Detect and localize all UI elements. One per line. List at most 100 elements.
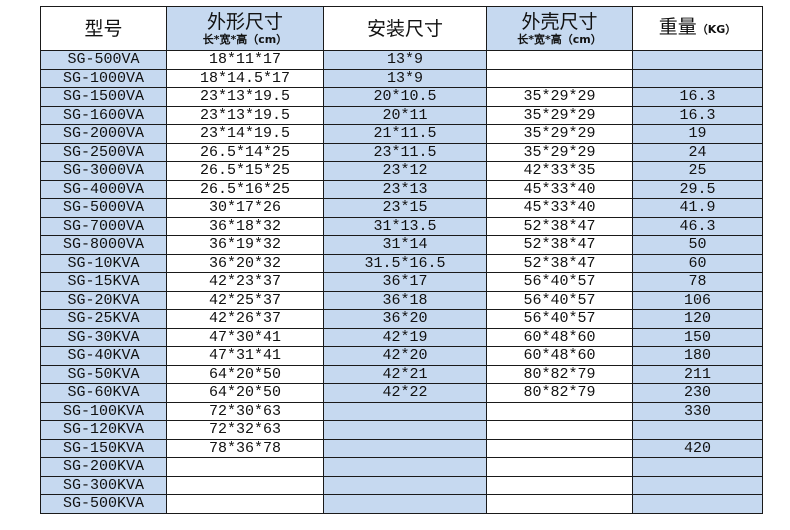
model-cell: SG-60KVA	[40, 383, 167, 403]
table-row: SG-3000VA 26.5*15*25 23*12 42*33*35 25	[40, 161, 763, 181]
install-size-cell	[323, 420, 487, 440]
outer-size-cell: 42*23*37	[166, 272, 324, 292]
model-cell: SG-50KVA	[40, 364, 167, 384]
weight-cell: 29.5	[632, 179, 763, 199]
header-model: 型号	[40, 6, 167, 51]
weight-cell	[632, 457, 763, 477]
outer-size-cell: 72*32*63	[166, 420, 324, 440]
case-size-cell: 45*33*40	[486, 179, 633, 199]
case-size-cell: 52*38*47	[486, 253, 633, 273]
install-size-cell	[323, 438, 487, 458]
outer-size-cell: 78*36*78	[166, 438, 324, 458]
model-cell: SG-500VA	[40, 50, 167, 70]
model-cell: SG-8000VA	[40, 235, 167, 255]
header-row: 型号 外形尺寸 长*宽*高（cm） 安装尺寸 外壳尺寸 长*宽*高（cm） 重量（K…	[40, 6, 763, 51]
case-size-cell	[486, 401, 633, 421]
weight-cell	[632, 475, 763, 495]
weight-cell: 150	[632, 327, 763, 347]
model-cell: SG-100KVA	[40, 401, 167, 421]
weight-cell	[632, 50, 763, 70]
table-row: SG-200KVA	[40, 457, 763, 477]
table-row: SG-40KVA 47*31*41 42*20 60*48*60 180	[40, 346, 763, 366]
install-size-cell: 42*22	[323, 383, 487, 403]
case-size-cell: 80*82*79	[486, 383, 633, 403]
outer-size-cell: 42*26*37	[166, 309, 324, 329]
header-case-size-sub: 长*宽*高（cm）	[517, 33, 602, 46]
outer-size-cell: 30*17*26	[166, 198, 324, 218]
install-size-cell	[323, 401, 487, 421]
model-cell: SG-40KVA	[40, 346, 167, 366]
model-cell: SG-150KVA	[40, 438, 167, 458]
header-case-size: 外壳尺寸 长*宽*高（cm）	[486, 6, 633, 51]
weight-cell: 16.3	[632, 87, 763, 107]
install-size-cell: 13*9	[323, 68, 487, 88]
install-size-cell: 31*14	[323, 235, 487, 255]
install-size-cell: 20*11	[323, 105, 487, 125]
weight-cell: 78	[632, 272, 763, 292]
table-row: SG-1600VA 23*13*19.5 20*11 35*29*29 16.3	[40, 105, 763, 125]
weight-cell: 330	[632, 401, 763, 421]
install-size-cell: 36*17	[323, 272, 487, 292]
install-size-cell: 31*13.5	[323, 216, 487, 236]
case-size-cell: 45*33*40	[486, 198, 633, 218]
outer-size-cell: 42*25*37	[166, 290, 324, 310]
table-row: SG-7000VA 36*18*32 31*13.5 52*38*47 46.3	[40, 216, 763, 236]
weight-cell: 211	[632, 364, 763, 384]
install-size-cell: 23*15	[323, 198, 487, 218]
table-row: SG-2000VA 23*14*19.5 21*11.5 35*29*29 19	[40, 124, 763, 144]
table-row: SG-100KVA 72*30*63 330	[40, 401, 763, 421]
model-cell: SG-10KVA	[40, 253, 167, 273]
outer-size-cell: 26.5*16*25	[166, 179, 324, 199]
header-weight-label: 重量	[658, 16, 697, 38]
install-size-cell: 42*21	[323, 364, 487, 384]
outer-size-cell	[166, 475, 324, 495]
model-cell: SG-3000VA	[40, 161, 167, 181]
model-cell: SG-2500VA	[40, 142, 167, 162]
outer-size-cell	[166, 457, 324, 477]
weight-cell: 180	[632, 346, 763, 366]
outer-size-cell: 64*20*50	[166, 383, 324, 403]
install-size-cell: 21*11.5	[323, 124, 487, 144]
header-outer-size-sub: 长*宽*高（cm）	[202, 33, 288, 46]
table-row: SG-1000VA 18*14.5*17 13*9	[40, 68, 763, 88]
model-cell: SG-30KVA	[40, 327, 167, 347]
table-row: SG-8000VA 36*19*32 31*14 52*38*47 50	[40, 235, 763, 255]
case-size-cell	[486, 50, 633, 70]
weight-cell: 24	[632, 142, 763, 162]
model-cell: SG-1600VA	[40, 105, 167, 125]
model-cell: SG-15KVA	[40, 272, 167, 292]
weight-cell	[632, 494, 763, 514]
weight-cell: 50	[632, 235, 763, 255]
case-size-cell: 52*38*47	[486, 216, 633, 236]
table-row: SG-15KVA 42*23*37 36*17 56*40*57 78	[40, 272, 763, 292]
table-row: SG-2500VA 26.5*14*25 23*11.5 35*29*29 24	[40, 142, 763, 162]
table-row: SG-500KVA	[40, 494, 763, 514]
case-size-cell: 80*82*79	[486, 364, 633, 384]
outer-size-cell: 36*20*32	[166, 253, 324, 273]
header-install-size: 安装尺寸	[323, 6, 487, 51]
outer-size-cell: 23*14*19.5	[166, 124, 324, 144]
header-install-size-label: 安装尺寸	[366, 17, 443, 40]
header-case-size-label: 外壳尺寸	[521, 11, 598, 33]
weight-cell	[632, 68, 763, 88]
case-size-cell: 56*40*57	[486, 272, 633, 292]
table-row: SG-1500VA 23*13*19.5 20*10.5 35*29*29 16.3	[40, 87, 763, 107]
table-row: SG-150KVA 78*36*78 420	[40, 438, 763, 458]
table-row: SG-30KVA 47*30*41 42*19 60*48*60 150	[40, 327, 763, 347]
table-row: SG-10KVA 36*20*32 31.5*16.5 52*38*47 60	[40, 253, 763, 273]
header-outer-size-label: 外形尺寸	[206, 11, 283, 33]
outer-size-cell: 26.5*15*25	[166, 161, 324, 181]
model-cell: SG-25KVA	[40, 309, 167, 329]
install-size-cell: 36*18	[323, 290, 487, 310]
install-size-cell: 23*12	[323, 161, 487, 181]
case-size-cell: 42*33*35	[486, 161, 633, 181]
weight-cell: 120	[632, 309, 763, 329]
header-outer-size: 外形尺寸 长*宽*高（cm）	[166, 6, 324, 51]
case-size-cell	[486, 68, 633, 88]
install-size-cell: 23*11.5	[323, 142, 487, 162]
case-size-cell	[486, 438, 633, 458]
table-row: SG-20KVA 42*25*37 36*18 56*40*57 106	[40, 290, 763, 310]
weight-cell: 230	[632, 383, 763, 403]
weight-cell: 16.3	[632, 105, 763, 125]
spec-table: 型号 外形尺寸 长*宽*高（cm） 安装尺寸 外壳尺寸 长*宽*高（cm） 重量（K…	[40, 6, 763, 514]
